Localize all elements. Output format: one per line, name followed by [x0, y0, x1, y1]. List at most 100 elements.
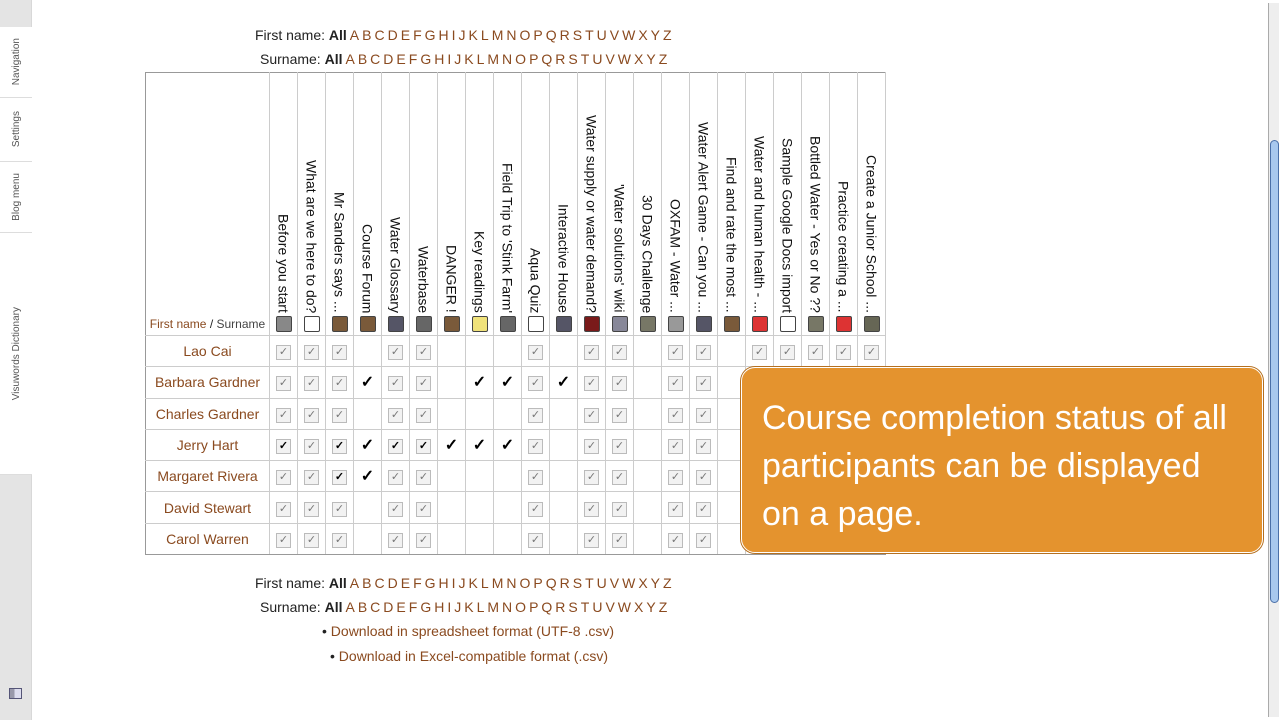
- download-excel-link[interactable]: Download in Excel-compatible format (.cs…: [338, 648, 609, 664]
- activity-link[interactable]: Course Forum: [359, 223, 376, 313]
- filter-letter-n[interactable]: N: [502, 51, 513, 67]
- filter-letter-b[interactable]: B: [357, 599, 368, 615]
- filter-all[interactable]: All: [324, 51, 343, 67]
- activity-link[interactable]: What are we here to do?: [303, 159, 320, 313]
- activity-link[interactable]: Interactive House: [555, 204, 572, 313]
- dock-tab-blog-menu[interactable]: Blog menu: [0, 162, 32, 233]
- filter-letter-c[interactable]: C: [370, 51, 381, 67]
- filter-letter-n[interactable]: N: [506, 27, 517, 43]
- filter-letter-v[interactable]: V: [605, 599, 615, 615]
- filter-letter-i[interactable]: I: [451, 27, 456, 43]
- activity-link[interactable]: Practice creating a ...: [835, 181, 852, 313]
- filter-letter-h[interactable]: H: [434, 599, 445, 615]
- filter-letter-b[interactable]: B: [362, 575, 372, 591]
- filter-letter-b[interactable]: B: [357, 51, 368, 67]
- filter-letter-i[interactable]: I: [447, 51, 452, 67]
- filter-letter-q[interactable]: Q: [545, 575, 557, 591]
- filter-letter-d[interactable]: D: [387, 575, 398, 591]
- filter-letter-a[interactable]: A: [349, 27, 360, 43]
- filter-letter-u[interactable]: U: [596, 575, 607, 591]
- manual-complete-check-icon[interactable]: ✓: [360, 374, 375, 392]
- filter-letter-f[interactable]: F: [408, 51, 418, 67]
- undock-icon[interactable]: [9, 688, 22, 699]
- filter-letter-v[interactable]: V: [609, 575, 620, 591]
- filter-letter-j[interactable]: J: [458, 27, 466, 43]
- filter-all[interactable]: All: [328, 575, 347, 591]
- filter-letter-k[interactable]: K: [468, 27, 478, 43]
- filter-letter-a[interactable]: A: [345, 51, 355, 67]
- filter-letter-x[interactable]: X: [638, 575, 648, 591]
- filter-letter-x[interactable]: X: [638, 27, 648, 43]
- dock-tab-navigation[interactable]: Navigation: [0, 27, 32, 98]
- filter-letter-w[interactable]: W: [617, 599, 632, 615]
- filter-letter-y[interactable]: Y: [650, 575, 661, 591]
- filter-letter-z[interactable]: Z: [663, 575, 672, 591]
- filter-letter-k[interactable]: K: [464, 51, 474, 67]
- filter-letter-n[interactable]: N: [502, 599, 513, 615]
- manual-complete-check-icon[interactable]: ✓: [556, 374, 571, 392]
- filter-letter-m[interactable]: M: [487, 51, 500, 67]
- filter-letter-t[interactable]: T: [580, 599, 590, 615]
- activity-link[interactable]: 'Water solutions' wiki: [611, 184, 628, 313]
- filter-letter-p[interactable]: P: [529, 599, 539, 615]
- filter-letter-z[interactable]: Z: [658, 51, 668, 67]
- filter-letter-g[interactable]: G: [424, 575, 436, 591]
- filter-letter-v[interactable]: V: [605, 51, 615, 67]
- activity-link[interactable]: Bottled Water - Yes or No ??: [807, 136, 824, 313]
- filter-letter-r[interactable]: R: [559, 27, 570, 43]
- filter-letter-d[interactable]: D: [383, 51, 394, 67]
- filter-letter-x[interactable]: X: [634, 599, 644, 615]
- filter-letter-y[interactable]: Y: [646, 599, 656, 615]
- activity-link[interactable]: Find and rate the most ...: [723, 157, 740, 313]
- filter-letter-m[interactable]: M: [487, 599, 500, 615]
- filter-letter-q[interactable]: Q: [541, 51, 553, 67]
- filter-letter-z[interactable]: Z: [658, 599, 668, 615]
- activity-link[interactable]: OXFAM - Water ...: [667, 199, 684, 313]
- activity-link[interactable]: 30 Days Challenge: [639, 194, 656, 313]
- filter-letter-f[interactable]: F: [413, 27, 422, 43]
- manual-complete-check-icon[interactable]: ✓: [360, 437, 375, 455]
- filter-letter-f[interactable]: F: [413, 575, 422, 591]
- filter-letter-o[interactable]: O: [515, 599, 527, 615]
- filter-letter-s[interactable]: S: [568, 51, 578, 67]
- filter-letter-k[interactable]: K: [464, 599, 474, 615]
- filter-letter-j[interactable]: J: [454, 51, 462, 67]
- filter-letter-t[interactable]: T: [585, 575, 594, 591]
- activity-link[interactable]: Water Glossary: [387, 217, 404, 313]
- filter-letter-f[interactable]: F: [408, 599, 418, 615]
- download-csv-link[interactable]: Download in spreadsheet format (UTF-8 .c…: [330, 623, 615, 639]
- filter-letter-t[interactable]: T: [580, 51, 590, 67]
- activity-link[interactable]: Mr Sanders says ...: [331, 192, 348, 313]
- filter-letter-q[interactable]: Q: [541, 599, 553, 615]
- manual-complete-check-icon[interactable]: ✓: [444, 437, 459, 455]
- activity-link[interactable]: Key readings: [471, 231, 488, 313]
- participant-name-link[interactable]: David Stewart: [145, 491, 270, 524]
- filter-letter-h[interactable]: H: [438, 575, 449, 591]
- filter-letter-w[interactable]: W: [622, 575, 636, 591]
- filter-letter-e[interactable]: E: [396, 599, 406, 615]
- filter-letter-u[interactable]: U: [592, 51, 603, 67]
- activity-link[interactable]: Water supply or water demand?: [583, 115, 600, 313]
- activity-link[interactable]: Field Trip to 'Stink Farm': [499, 162, 516, 313]
- participant-name-link[interactable]: Lao Cai: [145, 334, 270, 368]
- vertical-scrollbar[interactable]: [1268, 3, 1279, 717]
- filter-letter-h[interactable]: H: [434, 51, 445, 67]
- participant-name-link[interactable]: Jerry Hart: [145, 428, 270, 462]
- manual-complete-check-icon[interactable]: ✓: [500, 437, 515, 455]
- filter-letter-o[interactable]: O: [519, 575, 531, 591]
- activity-link[interactable]: Waterbase: [415, 245, 432, 313]
- filter-letter-p[interactable]: P: [533, 27, 543, 43]
- filter-letter-g[interactable]: G: [420, 51, 432, 67]
- filter-letter-e[interactable]: E: [400, 27, 411, 43]
- filter-letter-a[interactable]: A: [345, 599, 355, 615]
- filter-letter-p[interactable]: P: [529, 51, 539, 67]
- activity-link[interactable]: Aqua Quiz: [527, 247, 544, 313]
- filter-letter-j[interactable]: J: [458, 575, 466, 591]
- filter-letter-r[interactable]: R: [555, 51, 566, 67]
- manual-complete-check-icon[interactable]: ✓: [500, 374, 515, 392]
- filter-letter-u[interactable]: U: [592, 599, 603, 615]
- filter-letter-e[interactable]: E: [400, 575, 411, 591]
- activity-link[interactable]: Before you start: [275, 214, 292, 313]
- filter-letter-l[interactable]: L: [480, 27, 489, 43]
- filter-letter-v[interactable]: V: [609, 27, 620, 43]
